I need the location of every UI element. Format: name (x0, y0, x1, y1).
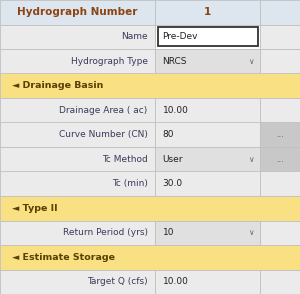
Bar (155, 171, 260, 196)
Text: ◄ Estimate Storage: ◄ Estimate Storage (12, 253, 115, 262)
Text: NRCS: NRCS (163, 57, 187, 66)
Text: 10.00: 10.00 (163, 106, 188, 115)
Text: Curve Number (CN): Curve Number (CN) (59, 130, 148, 139)
Bar (0, 123, 155, 147)
Text: 1: 1 (204, 7, 211, 17)
Bar (260, 270, 300, 294)
Text: ∨: ∨ (248, 155, 254, 164)
Text: Target Q (cfs): Target Q (cfs) (87, 277, 148, 286)
Bar (0, 98, 155, 123)
Text: ...: ... (276, 155, 284, 164)
Bar (0, 24, 155, 49)
Bar (155, 123, 260, 147)
Text: ...: ... (276, 130, 284, 139)
Text: Pre-Dev: Pre-Dev (163, 32, 198, 41)
Bar (155, 270, 260, 294)
Bar (0, 270, 155, 294)
Bar (155, 0, 260, 24)
Text: Return Period (yrs): Return Period (yrs) (63, 228, 148, 237)
Text: Tc Method: Tc Method (102, 155, 148, 164)
Bar (155, 220, 260, 245)
Text: 80: 80 (163, 130, 174, 139)
Bar (155, 24, 260, 49)
Bar (158, 27, 258, 46)
Text: ◄ Type II: ◄ Type II (12, 204, 58, 213)
Bar (155, 98, 260, 123)
Bar (260, 98, 300, 123)
Bar (260, 220, 300, 245)
Bar (0, 0, 155, 24)
Bar (0, 220, 155, 245)
Bar (260, 123, 300, 147)
Bar (0, 49, 155, 74)
Text: Hydrograph Type: Hydrograph Type (70, 57, 148, 66)
Text: Hydrograph Number: Hydrograph Number (17, 7, 138, 17)
Text: ∨: ∨ (248, 57, 254, 66)
Bar (155, 147, 260, 171)
Bar (155, 49, 260, 74)
Bar (0, 147, 155, 171)
Bar (260, 147, 300, 171)
Bar (0, 245, 300, 270)
Text: Tc (min): Tc (min) (112, 179, 148, 188)
Bar (260, 49, 300, 74)
Text: ◄ Drainage Basin: ◄ Drainage Basin (12, 81, 104, 90)
Text: 10.00: 10.00 (163, 277, 188, 286)
Bar (0, 196, 300, 220)
Bar (0, 171, 155, 196)
Text: 30.0: 30.0 (163, 179, 183, 188)
Text: User: User (163, 155, 183, 164)
Text: ∨: ∨ (248, 228, 254, 237)
Text: 10: 10 (163, 228, 174, 237)
Text: Name: Name (121, 32, 148, 41)
Bar (260, 24, 300, 49)
Bar (260, 0, 300, 24)
Bar (260, 171, 300, 196)
Bar (0, 74, 300, 98)
Text: Drainage Area ( ac): Drainage Area ( ac) (59, 106, 148, 115)
